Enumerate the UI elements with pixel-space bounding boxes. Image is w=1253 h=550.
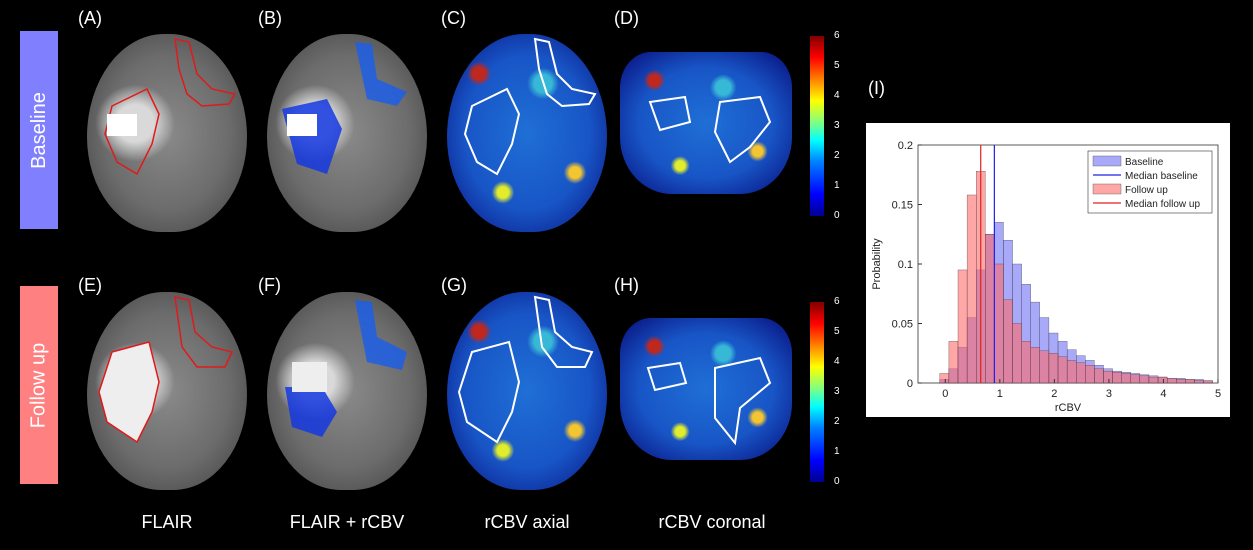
flair-rcbv-baseline-image <box>267 34 427 232</box>
panel-label-g: (G) <box>441 275 467 295</box>
colorbar-tick-bottom-2: 2 <box>834 416 840 427</box>
y-tick-label: 0 <box>907 378 913 390</box>
row-label-followup: Follow up <box>20 286 58 484</box>
rcbv-axial-baseline-image <box>447 34 607 232</box>
bar-follow-up-29 <box>1203 380 1213 384</box>
contour-coronal-baseline <box>648 95 772 164</box>
bar-follow-up-6 <box>994 263 1004 384</box>
caption-rcbv-axial: rCBV axial <box>484 512 570 532</box>
bar-follow-up-8 <box>1012 323 1022 384</box>
colorbar-tick-bottom-0: 0 <box>834 476 840 487</box>
x-tick-label: 3 <box>1106 388 1112 400</box>
x-tick-label: 0 <box>942 388 948 400</box>
colorbar-tick-top-1: 1 <box>834 180 840 191</box>
colorbar-tick-top-3: 3 <box>834 120 840 131</box>
histogram-panel: 0 1 2 3 4 5 0 0.05 0.1 0.15 0.2 rCBV Probability Base… <box>866 123 1230 417</box>
legend-swatch-follow-up <box>1092 183 1122 195</box>
colorbar-tick-bottom-1: 1 <box>834 446 840 457</box>
bar-follow-up-23 <box>1148 376 1159 384</box>
bar-follow-up-10 <box>1030 347 1040 384</box>
x-tick-label: 2 <box>1051 388 1057 400</box>
rcbv-coronal-baseline-image <box>620 52 792 194</box>
bar-follow-up-1 <box>948 341 959 384</box>
bar-follow-up-28 <box>1194 380 1204 384</box>
bar-follow-up-9 <box>1021 341 1031 384</box>
bar-follow-up-25 <box>1166 378 1177 384</box>
legend-label-baseline: Baseline <box>1125 157 1164 168</box>
colorbar-tick-bottom-4: 4 <box>834 356 840 367</box>
panel-label-c: (C) <box>441 8 466 28</box>
panel-label-i: (I) <box>868 78 885 98</box>
colorbar-baseline <box>810 36 824 216</box>
bar-follow-up-22 <box>1139 375 1150 384</box>
bar-follow-up-26 <box>1176 379 1186 384</box>
flair-baseline-image <box>87 34 247 232</box>
bar-follow-up-20 <box>1121 373 1131 384</box>
rcbv-histogram: 0 1 2 3 4 5 0 0.05 0.1 0.15 0.2 rCBV Probability Base… <box>871 140 1221 414</box>
caption-flair-rcbv: FLAIR + rCBV <box>289 512 405 532</box>
bar-follow-up-0 <box>939 373 950 384</box>
panel-label-h: (H) <box>614 275 639 295</box>
y-tick-label: 0.2 <box>898 140 913 152</box>
rcbv-overlay-baseline <box>282 42 407 174</box>
row-label-baseline: Baseline <box>20 31 58 229</box>
bar-follow-up-13 <box>1057 356 1068 384</box>
bar-follow-up-19 <box>1112 372 1122 384</box>
bar-follow-up-15 <box>1076 362 1086 384</box>
caption-rcbv-coronal: rCBV coronal <box>658 512 766 532</box>
rcbv-coronal-followup-image <box>620 318 792 460</box>
panel-label-d: (D) <box>614 8 639 28</box>
lesion-contour-baseline <box>104 38 237 176</box>
flair-followup-image <box>87 292 247 490</box>
bar-follow-up-24 <box>1157 376 1168 384</box>
y-tick-label: 0.1 <box>898 259 913 271</box>
y-tick-label: 0.05 <box>892 319 913 331</box>
contour-axial-followup <box>457 295 594 444</box>
colorbar-tick-top-5: 5 <box>834 60 840 71</box>
bar-follow-up-18 <box>1103 370 1113 384</box>
bar-follow-up-17 <box>1094 368 1104 384</box>
bar-follow-up-5 <box>985 234 995 384</box>
colorbar-tick-top-2: 2 <box>834 150 840 161</box>
row-label-baseline-text: Baseline <box>27 91 50 169</box>
y-tick-label: 0.15 <box>892 200 913 212</box>
contour-axial-baseline <box>463 37 597 176</box>
bar-follow-up-27 <box>1185 379 1195 384</box>
panel-label-e: (E) <box>78 275 102 295</box>
x-tick-label: 5 <box>1215 388 1221 400</box>
contour-coronal-followup <box>646 356 772 446</box>
x-tick-label: 4 <box>1160 388 1166 400</box>
rcbv-axial-followup-image <box>447 292 607 490</box>
bar-follow-up-7 <box>1003 299 1013 384</box>
colorbar-tick-top-4: 4 <box>834 90 840 101</box>
legend-swatch-baseline <box>1092 155 1122 167</box>
panel-label-a: (A) <box>78 8 102 28</box>
x-tick-label: 1 <box>997 388 1003 400</box>
colorbar-tick-bottom-6: 6 <box>834 296 840 307</box>
colorbar-tick-top-0: 0 <box>834 210 840 221</box>
legend-label-median-baseline: Median baseline <box>1125 171 1198 182</box>
row-label-followup-text: Follow up <box>27 342 50 428</box>
y-axis-label: Probability <box>871 238 883 290</box>
colorbar-followup <box>810 302 824 482</box>
bar-follow-up-16 <box>1085 364 1095 384</box>
caption-flair: FLAIR <box>141 512 193 532</box>
bar-follow-up-14 <box>1066 360 1077 384</box>
rcbv-overlay-followup <box>285 300 407 437</box>
bar-follow-up-2 <box>957 269 968 384</box>
x-axis-label: rCBV <box>1055 402 1082 414</box>
colorbar-tick-bottom-5: 5 <box>834 326 840 337</box>
bar-follow-up-12 <box>1048 353 1059 384</box>
flair-rcbv-followup-image <box>267 292 427 490</box>
colorbar-tick-top-6: 6 <box>834 30 840 41</box>
bar-follow-up-21 <box>1130 374 1141 384</box>
panel-label-f: (F) <box>258 275 281 295</box>
legend-label-follow-up: Follow up <box>1125 185 1168 196</box>
colorbar-tick-bottom-3: 3 <box>834 386 840 397</box>
legend-label-median-follow-up: Median follow up <box>1125 199 1200 210</box>
panel-label-b: (B) <box>258 8 282 28</box>
bar-follow-up-11 <box>1039 350 1050 384</box>
bar-follow-up-3 <box>966 194 977 384</box>
lesion-contour-followup <box>98 296 234 444</box>
